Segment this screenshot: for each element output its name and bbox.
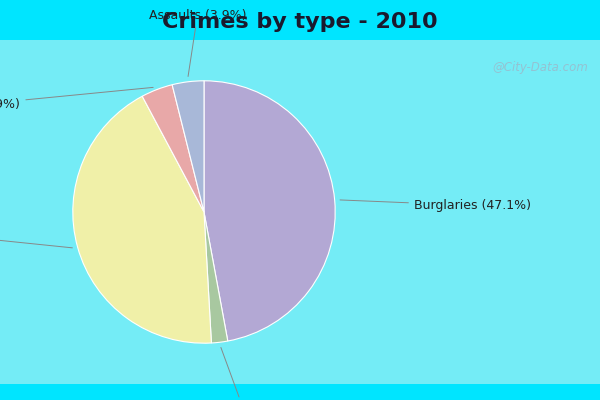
Text: Assaults (3.9%): Assaults (3.9%) <box>149 9 246 76</box>
Wedge shape <box>73 96 211 343</box>
Text: Rapes (3.9%): Rapes (3.9%) <box>0 87 153 111</box>
FancyBboxPatch shape <box>0 40 600 384</box>
Wedge shape <box>172 81 204 212</box>
Wedge shape <box>204 212 228 343</box>
Text: Crimes by type - 2010: Crimes by type - 2010 <box>162 12 438 32</box>
Text: @City-Data.com: @City-Data.com <box>492 61 588 74</box>
Text: Auto thefts (2.0%): Auto thefts (2.0%) <box>186 348 301 400</box>
Wedge shape <box>142 85 204 212</box>
Wedge shape <box>204 81 335 341</box>
Text: Burglaries (47.1%): Burglaries (47.1%) <box>340 199 531 212</box>
Text: Thefts (43.1%): Thefts (43.1%) <box>0 225 73 248</box>
